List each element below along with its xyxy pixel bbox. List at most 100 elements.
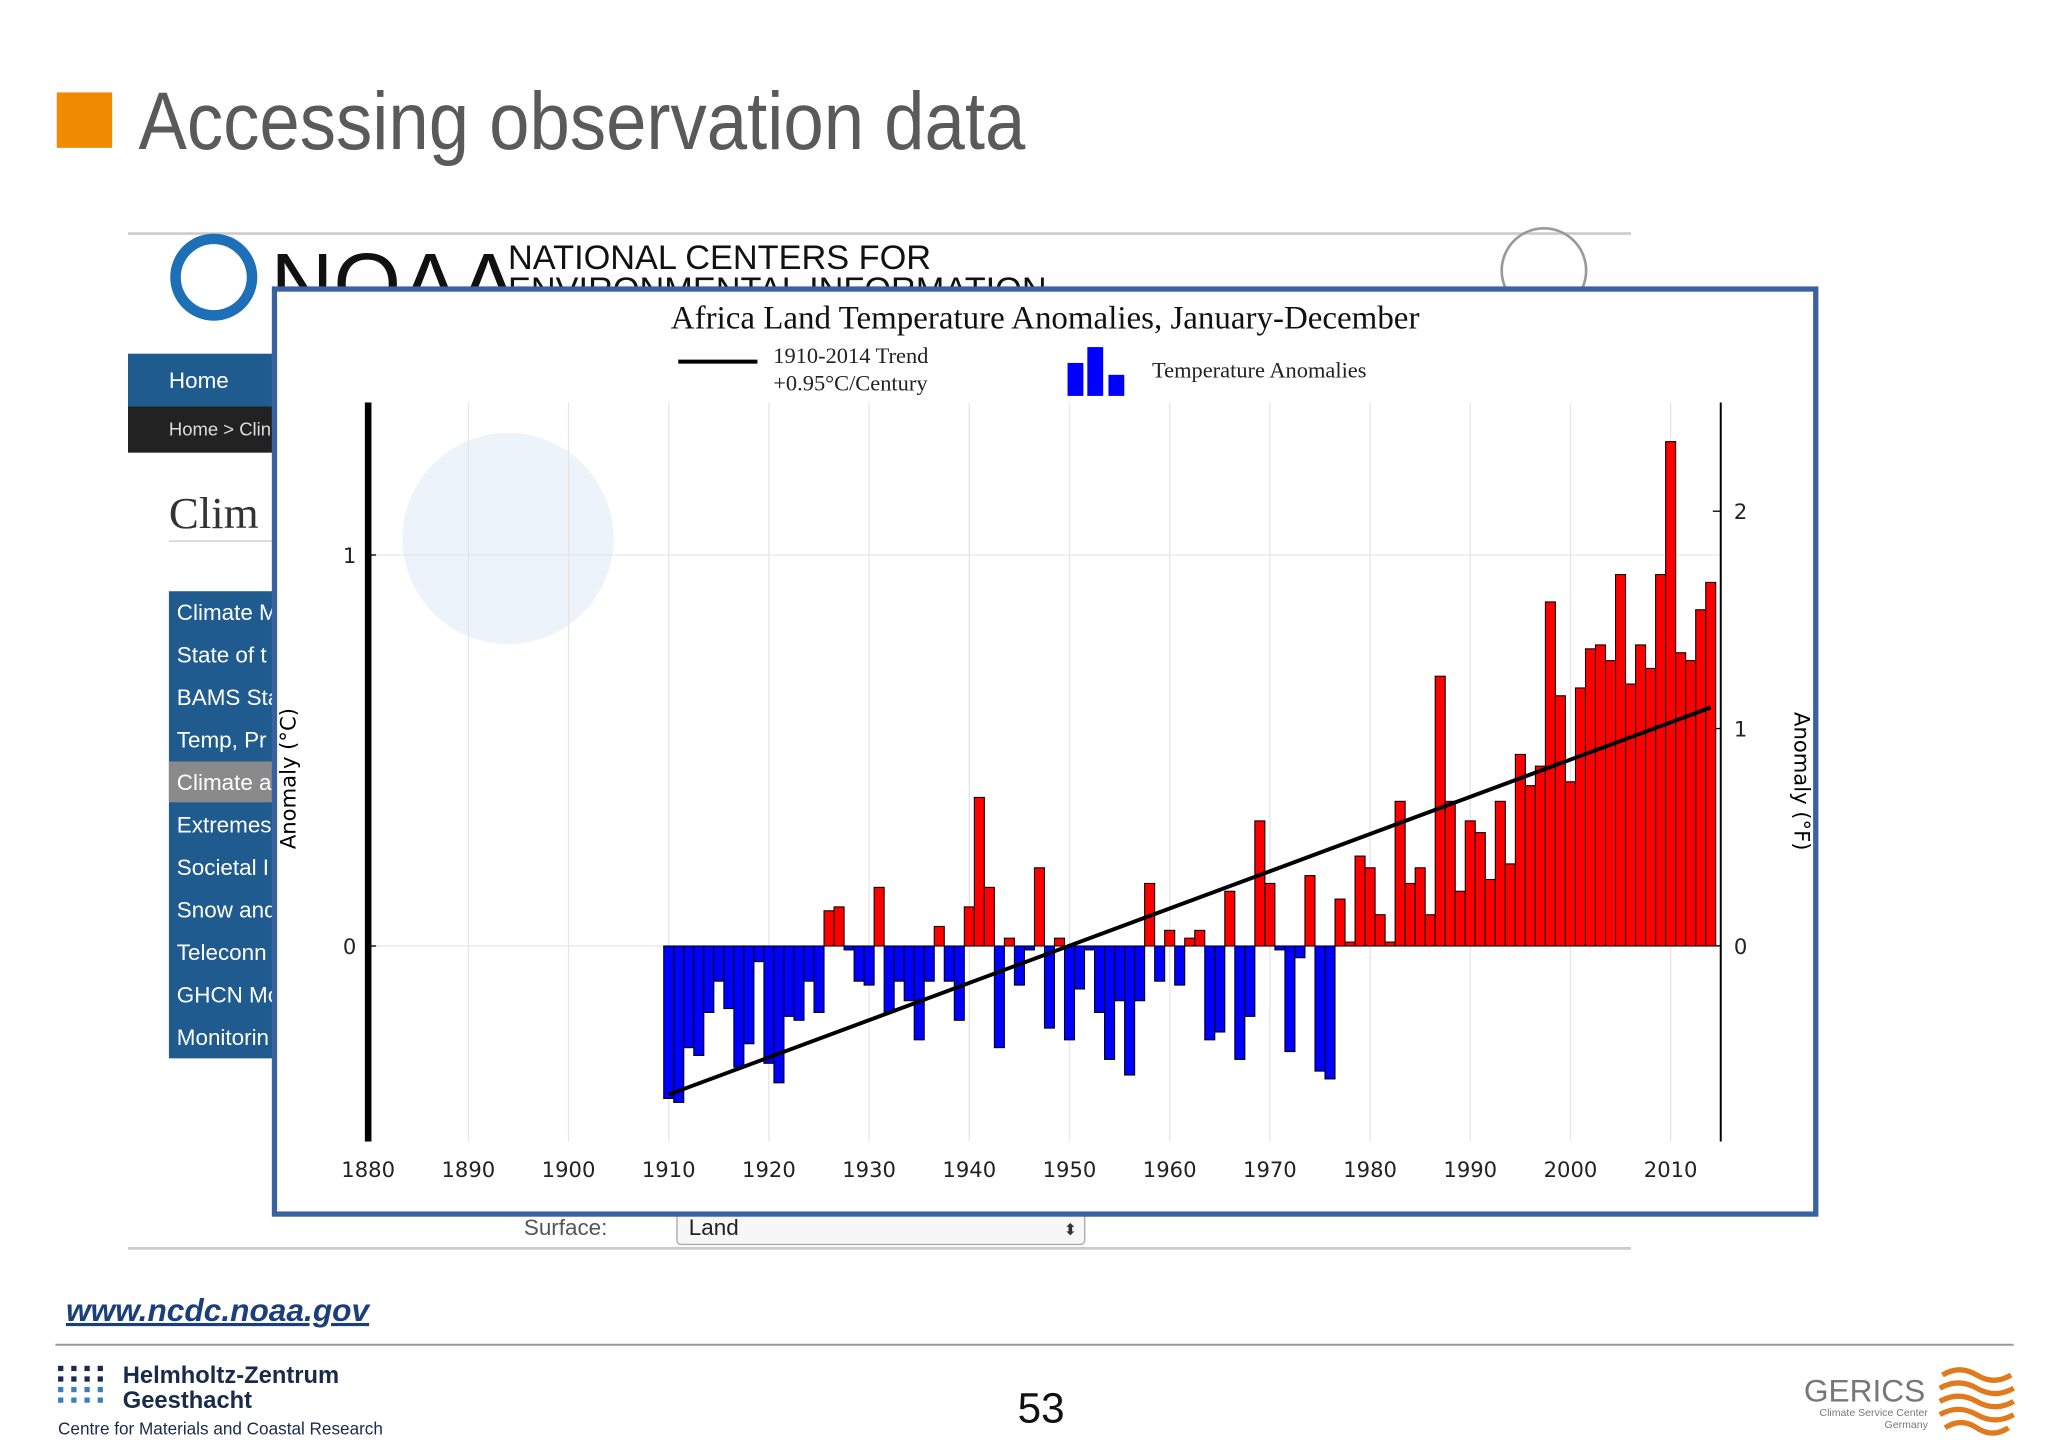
menu-item[interactable]: BAMS Sta bbox=[177, 685, 281, 710]
bar bbox=[913, 945, 925, 1041]
page-number: 53 bbox=[1018, 1385, 1065, 1432]
bar bbox=[1043, 945, 1056, 1029]
x-tick-label: 1910 bbox=[642, 1157, 696, 1182]
bar bbox=[1264, 882, 1276, 947]
x-tick-label: 1880 bbox=[341, 1157, 395, 1182]
legend-label: Temperature Anomalies bbox=[1152, 357, 1366, 382]
dot bbox=[71, 1376, 77, 1382]
bar bbox=[1484, 878, 1496, 947]
breadcrumb: Home > Clin bbox=[169, 419, 271, 440]
select-arrow: ⬍ bbox=[1064, 1222, 1077, 1239]
bar bbox=[1073, 945, 1086, 990]
bar bbox=[783, 945, 795, 1017]
bar bbox=[1504, 863, 1516, 947]
bar bbox=[1354, 855, 1366, 947]
bar bbox=[753, 945, 765, 963]
bar bbox=[1364, 867, 1376, 947]
bar bbox=[1184, 937, 1196, 947]
bar bbox=[1314, 945, 1326, 1072]
bar bbox=[1604, 660, 1617, 947]
menu-item[interactable]: Societal I bbox=[177, 855, 269, 880]
bar bbox=[1584, 648, 1597, 947]
watermark bbox=[402, 432, 614, 645]
menu-item[interactable]: Monitorin bbox=[177, 1025, 269, 1050]
bar bbox=[1685, 660, 1697, 947]
menu-item[interactable]: State of t bbox=[177, 643, 268, 668]
legend-swatch bbox=[1087, 347, 1104, 396]
x-tick-label: 1970 bbox=[1243, 1157, 1297, 1182]
bar bbox=[1544, 601, 1556, 947]
bar bbox=[1444, 800, 1456, 947]
menu-item[interactable]: Climate M bbox=[177, 600, 278, 625]
bar bbox=[823, 910, 835, 947]
wave bbox=[1943, 1419, 2010, 1436]
wave bbox=[1941, 1367, 2013, 1383]
bar bbox=[1494, 800, 1506, 947]
bar bbox=[963, 906, 975, 947]
dot bbox=[58, 1376, 64, 1382]
bar bbox=[883, 945, 895, 1013]
sidebar-highlight bbox=[168, 761, 274, 803]
y2-tick-label: 1 bbox=[1734, 716, 1747, 741]
bar bbox=[1414, 867, 1426, 947]
x-tick-label: 1960 bbox=[1143, 1157, 1197, 1182]
bar bbox=[1344, 941, 1356, 947]
bar bbox=[803, 945, 815, 982]
nav-bar bbox=[128, 353, 274, 407]
nav-link[interactable]: Home bbox=[169, 368, 229, 393]
menu-item[interactable]: Climate a bbox=[177, 770, 272, 795]
bar bbox=[1625, 683, 1637, 947]
x-tick-label: 2000 bbox=[1544, 1157, 1598, 1182]
bar bbox=[1244, 945, 1256, 1017]
bar bbox=[1705, 581, 1717, 947]
menu-item[interactable]: Extremes bbox=[177, 813, 272, 838]
bar bbox=[1404, 882, 1416, 947]
y-tick-label: 0 bbox=[343, 934, 356, 959]
field-label: Surface: bbox=[524, 1215, 608, 1240]
bar bbox=[863, 945, 875, 986]
bar bbox=[1284, 945, 1296, 1053]
menu-item[interactable]: Temp, Pr bbox=[177, 728, 267, 753]
bar bbox=[1174, 945, 1186, 986]
bar bbox=[1454, 890, 1466, 947]
x-tick-label: 1890 bbox=[441, 1157, 495, 1182]
bar bbox=[1023, 945, 1035, 951]
bar bbox=[1204, 945, 1216, 1041]
y2-tick-label: 2 bbox=[1734, 499, 1747, 524]
dot bbox=[58, 1386, 64, 1393]
bar bbox=[943, 945, 955, 982]
x-tick-label: 2010 bbox=[1644, 1157, 1698, 1182]
gerics-logo: GERICS bbox=[1804, 1372, 1925, 1408]
helmholtz-dots bbox=[58, 1365, 103, 1403]
bar bbox=[1003, 937, 1015, 947]
dot bbox=[84, 1386, 90, 1393]
chart-title: Africa Land Temperature Anomalies, Janua… bbox=[671, 301, 1420, 337]
legend-label: +0.95°C/Century bbox=[773, 371, 928, 396]
x-tick-label: 1900 bbox=[542, 1157, 596, 1182]
bar bbox=[1094, 945, 1106, 1013]
bar bbox=[1324, 945, 1336, 1080]
bar bbox=[1645, 667, 1657, 947]
dot bbox=[58, 1365, 64, 1372]
bar bbox=[1665, 441, 1677, 947]
dot bbox=[84, 1397, 90, 1403]
bar bbox=[1334, 898, 1346, 947]
menu-item[interactable]: Snow and bbox=[177, 898, 277, 923]
y2-axis-label: Anomaly (°F) bbox=[1790, 712, 1815, 850]
bar bbox=[663, 945, 675, 1100]
select-value: Land bbox=[689, 1215, 739, 1240]
bar bbox=[1134, 945, 1146, 1002]
menu-item[interactable]: GHCN Mo bbox=[177, 983, 280, 1008]
bar bbox=[1574, 687, 1587, 947]
bar bbox=[1524, 785, 1536, 947]
y-tick-label: 1 bbox=[343, 543, 356, 568]
menu-item[interactable]: Teleconn bbox=[177, 940, 267, 965]
bar bbox=[843, 945, 855, 951]
bar bbox=[1464, 820, 1476, 947]
bar bbox=[1374, 914, 1386, 947]
source-url[interactable]: www.ncdc.noaa.gov bbox=[66, 1292, 372, 1328]
dot bbox=[84, 1365, 90, 1372]
dot bbox=[58, 1397, 64, 1403]
bar bbox=[1164, 929, 1176, 947]
